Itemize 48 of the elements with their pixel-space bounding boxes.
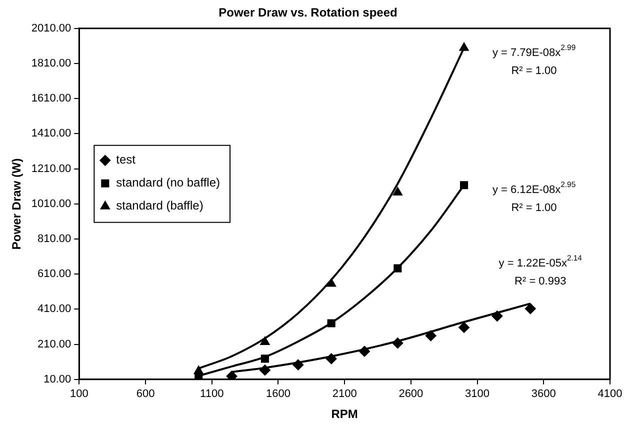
y-tick-label: 1610.00 [31,92,72,105]
x-tick-label: 3100 [465,388,490,400]
chart-title: Power Draw vs. Rotation speed [218,6,398,20]
x-tick-label: 4100 [598,388,622,400]
point [327,319,336,328]
point [326,278,336,287]
point [394,264,402,272]
point [392,338,404,349]
point [425,330,436,342]
point [260,336,270,346]
y-tick-label: 810.00 [38,233,72,246]
point [226,370,238,380]
point [460,181,468,190]
legend-label: standard (no baffle) [116,176,220,190]
y-tick-label: 1010.00 [31,198,72,210]
point [524,303,536,314]
y-axis-title: Power Draw (W) [10,158,24,250]
point [459,42,469,51]
y-tick-label: 2010.00 [31,22,72,34]
y-tick-label: 1810.00 [31,58,72,70]
x-tick-label: 2100 [332,388,357,400]
point [292,359,304,370]
annotation: R² = 1.00 [511,64,557,77]
y-tick-label: 610.00 [38,268,72,280]
point [326,353,337,364]
x-tick-label: 100 [70,388,88,400]
legend-label: test [116,152,136,167]
y-tick-label: 10.00 [44,373,72,386]
x-tick-label: 3600 [531,388,556,400]
y-tick-label: 1210.00 [31,162,72,175]
point [194,372,203,380]
annotation: R² = 0.993 [514,276,566,288]
x-axis-title: RPM [331,407,358,422]
point [358,346,370,357]
point [492,310,503,322]
point [259,364,270,376]
y-tick-label: 210.00 [38,338,72,350]
x-tick-label: 1600 [266,388,290,400]
legend-label: standard (baffle) [116,198,204,213]
annotation: R² = 1.00 [511,202,557,214]
x-tick-label: 600 [136,388,155,400]
point [392,186,402,196]
x-tick-label: 1100 [200,388,224,400]
point [458,322,470,333]
point [260,354,269,363]
y-tick-label: 1410.00 [31,128,72,140]
x-tick-label: 2600 [398,388,424,400]
y-tick-label: 410.00 [38,303,72,316]
